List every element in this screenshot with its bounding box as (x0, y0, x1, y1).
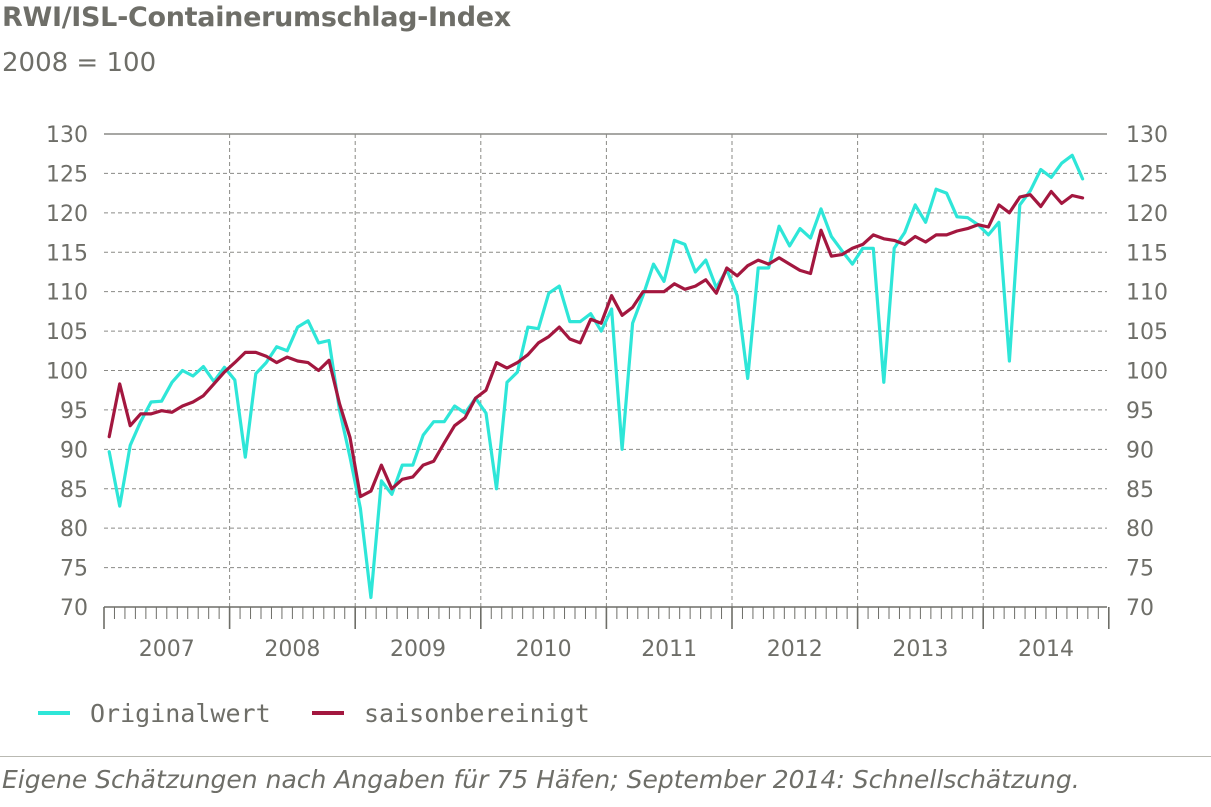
y-tick-label-left: 95 (60, 399, 88, 424)
x-tick-label: 2010 (516, 637, 572, 662)
axis-ticks (103, 606, 1110, 629)
y-tick-label-left: 85 (60, 478, 88, 503)
y-tick-label-left: 100 (46, 360, 88, 385)
series-line-original (107, 153, 1085, 600)
footnote: Eigene Schätzungen nach Angaben für 75 H… (2, 765, 1080, 794)
footnote-separator (0, 756, 1211, 757)
y-tick-label-left: 75 (60, 557, 88, 582)
series-line-seasonal (107, 189, 1085, 499)
grid-lines (104, 133, 1107, 607)
series-lines (107, 153, 1085, 600)
x-tick-label: 2008 (264, 637, 320, 662)
y-tick-label-right: 130 (1126, 123, 1168, 148)
y-tick-label-left: 120 (46, 202, 88, 227)
line-chart: 70 70 75 75 80 80 85 85 90 90 95 95 100 100 105 105 110 1… (38, 123, 1168, 728)
x-tick-label: 2009 (390, 637, 446, 662)
y-tick-label-left: 70 (60, 596, 88, 621)
chart-subtitle: 2008 = 100 (2, 48, 157, 78)
y-tick-label-left: 80 (60, 517, 88, 542)
x-tick-label: 2014 (1018, 637, 1074, 662)
x-tick-label: 2013 (892, 637, 948, 662)
legend-label-seasonal: saisonbereinigt (364, 699, 590, 728)
x-tick-label: 2011 (641, 637, 697, 662)
y-tick-label-right: 70 (1126, 596, 1154, 621)
axis-labels: 70 70 75 75 80 80 85 85 90 90 95 95 100 100 105 105 110 1… (46, 123, 1168, 662)
y-tick-label-left: 115 (46, 241, 88, 266)
y-tick-label-left: 110 (46, 281, 88, 306)
chart-title: RWI/ISL-Containerumschlag-Index (2, 2, 511, 33)
y-tick-label-right: 95 (1126, 399, 1154, 424)
y-tick-label-right: 110 (1126, 281, 1168, 306)
legend: Originalwert saisonbereinigt (38, 699, 590, 728)
y-tick-label-left: 105 (46, 320, 88, 345)
y-tick-label-left: 125 (46, 162, 88, 187)
x-tick-label: 2012 (767, 637, 823, 662)
y-tick-label-right: 80 (1126, 517, 1154, 542)
y-tick-label-right: 90 (1126, 438, 1154, 463)
y-tick-label-right: 105 (1126, 320, 1168, 345)
y-tick-label-left: 130 (46, 123, 88, 148)
y-tick-label-right: 115 (1126, 241, 1168, 266)
y-tick-label-right: 100 (1126, 360, 1168, 385)
y-tick-label-right: 125 (1126, 162, 1168, 187)
y-tick-label-right: 120 (1126, 202, 1168, 227)
y-tick-label-right: 75 (1126, 557, 1154, 582)
y-tick-label-left: 90 (60, 438, 88, 463)
legend-label-original: Originalwert (90, 699, 271, 728)
y-tick-label-right: 85 (1126, 478, 1154, 503)
x-tick-label: 2007 (139, 637, 195, 662)
